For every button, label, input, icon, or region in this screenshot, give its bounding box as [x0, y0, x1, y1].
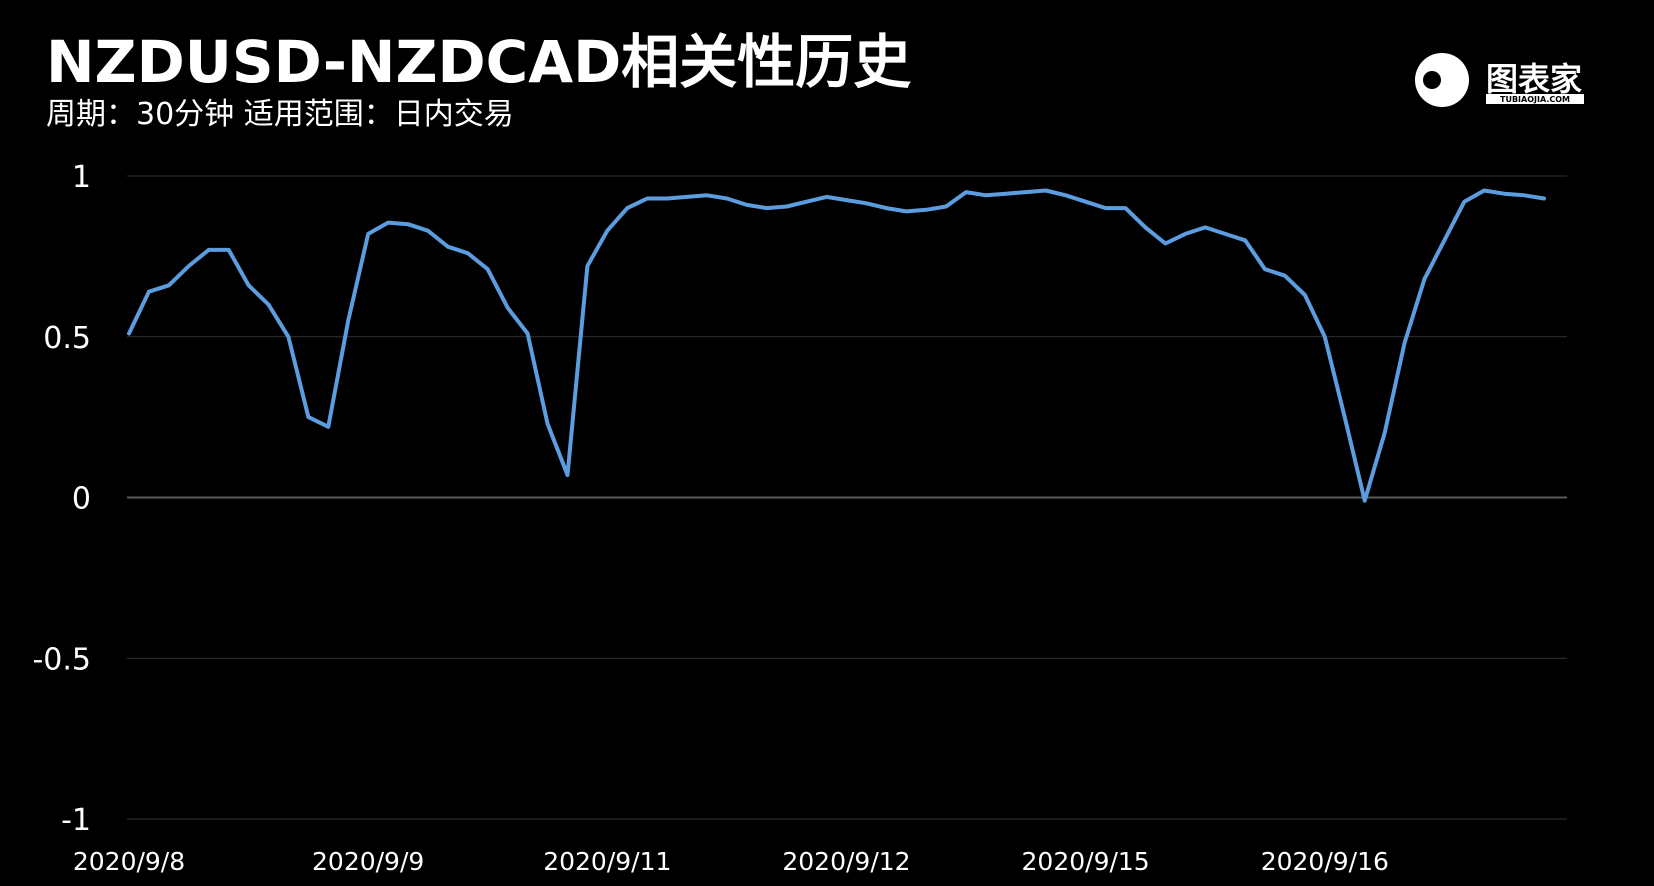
x-tick-label: 2020/9/8	[73, 847, 185, 876]
chart-subtitle: 周期：30分钟 适用范围：日内交易	[46, 97, 514, 132]
line-series	[127, 188, 1546, 503]
y-tick-label: -0.5	[32, 642, 91, 677]
logo-text: 图表家	[1486, 60, 1582, 98]
x-tick-label: 2020/9/16	[1261, 847, 1389, 876]
x-tick-label: 2020/9/15	[1022, 847, 1150, 876]
chart-title: NZDUSD-NZDCAD相关性历史	[46, 28, 911, 96]
y-tick-label: 0	[72, 482, 91, 517]
logo: 图表家 TUBIAOJIA.COM	[1415, 53, 1584, 107]
x-tick-label: 2020/9/9	[312, 847, 424, 876]
y-tick-label: 1	[72, 160, 91, 195]
x-tick-label: 2020/9/12	[782, 847, 910, 876]
logo-url: TUBIAOJIA.COM	[1500, 95, 1570, 104]
logo-icon-eye	[1423, 71, 1441, 89]
logo-icon	[1415, 53, 1469, 107]
y-tick-label: 0.5	[43, 321, 91, 356]
y-tick-label: -1	[61, 803, 91, 838]
logo-bar	[1486, 94, 1584, 104]
x-tick-label: 2020/9/11	[543, 847, 671, 876]
